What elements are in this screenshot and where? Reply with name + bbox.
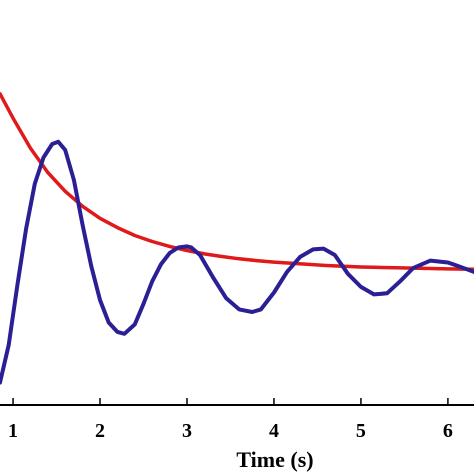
series-layer	[0, 92, 474, 385]
x-axis-label: Time (s)	[236, 447, 313, 472]
tick-layer: 1 2 3 4 5 6	[8, 398, 453, 442]
series-line-1	[0, 92, 474, 272]
x-tick-label: 2	[95, 420, 105, 442]
x-tick-label: 1	[8, 420, 18, 442]
x-tick-label: 6	[443, 420, 453, 442]
series-line-2	[0, 139, 474, 385]
x-tick-label: 3	[182, 420, 192, 442]
plot-background	[0, 0, 474, 405]
x-tick-label: 5	[356, 420, 366, 442]
x-tick-label: 4	[269, 420, 279, 442]
